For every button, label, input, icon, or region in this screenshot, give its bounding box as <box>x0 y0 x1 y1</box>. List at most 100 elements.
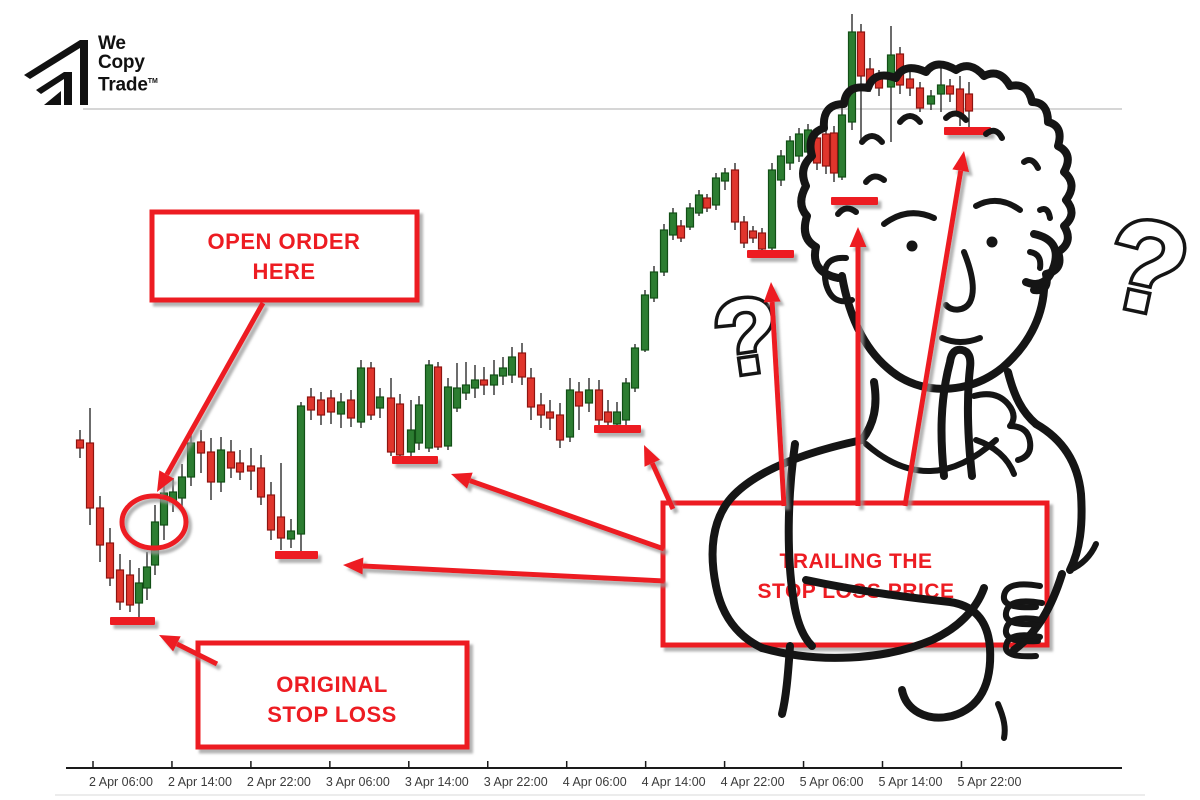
candle-up <box>785 136 795 170</box>
x-axis-label: 3 Apr 14:00 <box>405 775 469 789</box>
candle-down <box>235 450 245 480</box>
candle-up <box>630 344 640 392</box>
candle-down <box>326 390 336 424</box>
arrow-trailing-to-level3 <box>451 472 665 552</box>
right-forearm <box>802 576 994 652</box>
candle-down <box>829 126 839 182</box>
torso-line-left <box>778 642 794 718</box>
entry-point-circle <box>119 493 189 551</box>
left-arm-inner <box>784 440 816 650</box>
stop-loss-level-marker <box>110 617 155 625</box>
candle-down <box>945 79 955 102</box>
candle-down <box>85 408 95 525</box>
open-order-label-line2: HERE <box>252 259 315 284</box>
x-axis-label: 4 Apr 22:00 <box>721 775 785 789</box>
candle-up <box>406 400 416 458</box>
trailing-stop-label-line1: TRAILING THE <box>780 550 933 573</box>
open-order-annotation-box: OPEN ORDER HERE <box>149 209 420 303</box>
candle-up <box>794 128 804 162</box>
candle-up <box>286 519 296 548</box>
sleeve-cuff <box>1067 541 1099 573</box>
logo-trademark: TM <box>147 78 158 85</box>
candle-down <box>95 496 105 562</box>
left-ear-icon <box>822 254 855 305</box>
annotation-arrows <box>157 151 970 667</box>
candle-down <box>206 438 216 500</box>
candle-down <box>603 400 613 427</box>
left-eyebrow <box>881 210 937 227</box>
stop-loss-markers <box>110 127 991 625</box>
candle-up <box>837 108 847 180</box>
candle-up <box>470 365 480 398</box>
x-axis-label: 4 Apr 14:00 <box>642 775 706 789</box>
arrow-original-stop-to-level1 <box>159 635 219 667</box>
stop-loss-level-marker <box>275 551 318 559</box>
x-axis-label: 5 Apr 22:00 <box>957 775 1021 789</box>
arrow-open-order-to-entry <box>157 301 266 492</box>
nose <box>943 249 976 313</box>
candle-up <box>150 505 160 575</box>
candle-down <box>105 528 115 586</box>
candle-up <box>694 190 704 216</box>
x-axis-label: 3 Apr 22:00 <box>484 775 548 789</box>
entry-circle <box>119 493 189 551</box>
grip-finger <box>1002 632 1043 660</box>
stop-loss-level-marker <box>594 425 641 433</box>
arrow-trailing-to-level4 <box>644 445 676 511</box>
candle-up <box>565 378 575 442</box>
arrow-trailing-to-level7 <box>902 151 970 507</box>
candle-up <box>926 90 936 110</box>
elbow-loop <box>898 644 995 722</box>
right-ear-icon <box>1022 230 1060 288</box>
hair-curl <box>859 133 885 145</box>
candle-down <box>594 380 604 428</box>
x-axis-label: 2 Apr 22:00 <box>247 775 311 789</box>
candle-down <box>256 455 266 505</box>
candle-down <box>739 216 749 248</box>
candle-down <box>366 362 376 420</box>
logo-word-2: Copy <box>98 52 145 73</box>
stop-loss-level-marker <box>392 456 438 464</box>
candle-up <box>461 362 471 400</box>
candle-up <box>767 163 777 256</box>
open-order-box-border <box>149 209 420 303</box>
curled-fingers <box>971 391 1034 463</box>
candle-up <box>668 208 678 240</box>
candle-up <box>685 203 695 230</box>
logo-word-3: Trade <box>98 74 148 96</box>
candle-up <box>159 480 169 540</box>
grip-finger <box>1002 615 1045 645</box>
stop-loss-level-marker <box>747 250 794 258</box>
hair-curl <box>943 110 969 123</box>
arrow-trailing-to-level6 <box>849 227 867 506</box>
candle-down <box>316 392 326 425</box>
candle-up <box>177 464 187 508</box>
candle-up <box>356 360 366 428</box>
stop-loss-level-marker <box>944 127 991 135</box>
face-outline <box>838 272 1048 393</box>
candle-down <box>964 82 974 128</box>
candle-down <box>306 388 316 420</box>
logo-word-1: We <box>98 33 126 54</box>
candle-up <box>216 437 226 492</box>
candle-up <box>452 363 462 412</box>
hair-curl <box>1021 157 1041 171</box>
candle-down <box>905 68 915 96</box>
original-stop-loss-box-border <box>195 640 470 750</box>
x-axis-label: 2 Apr 14:00 <box>168 775 232 789</box>
candle-down <box>196 430 206 473</box>
candle-up <box>936 68 946 112</box>
candle-down <box>75 430 85 458</box>
candle-up <box>443 378 453 450</box>
candle-up <box>776 150 786 186</box>
candle-down <box>555 403 565 448</box>
right-neck-line <box>1004 368 1040 428</box>
x-axis-label: 2 Apr 06:00 <box>89 775 153 789</box>
right-arm-vertical <box>1010 570 1066 654</box>
candle-up <box>584 378 594 412</box>
x-axis: 2 Apr 06:00 2 Apr 14:00 2 Apr 22:00 3 Apr 0… <box>66 761 1122 789</box>
grip-finger <box>1002 598 1045 628</box>
collar-line <box>863 437 999 474</box>
logo-mark-icon <box>24 40 88 105</box>
arrow-trailing-to-level2 <box>343 557 665 584</box>
